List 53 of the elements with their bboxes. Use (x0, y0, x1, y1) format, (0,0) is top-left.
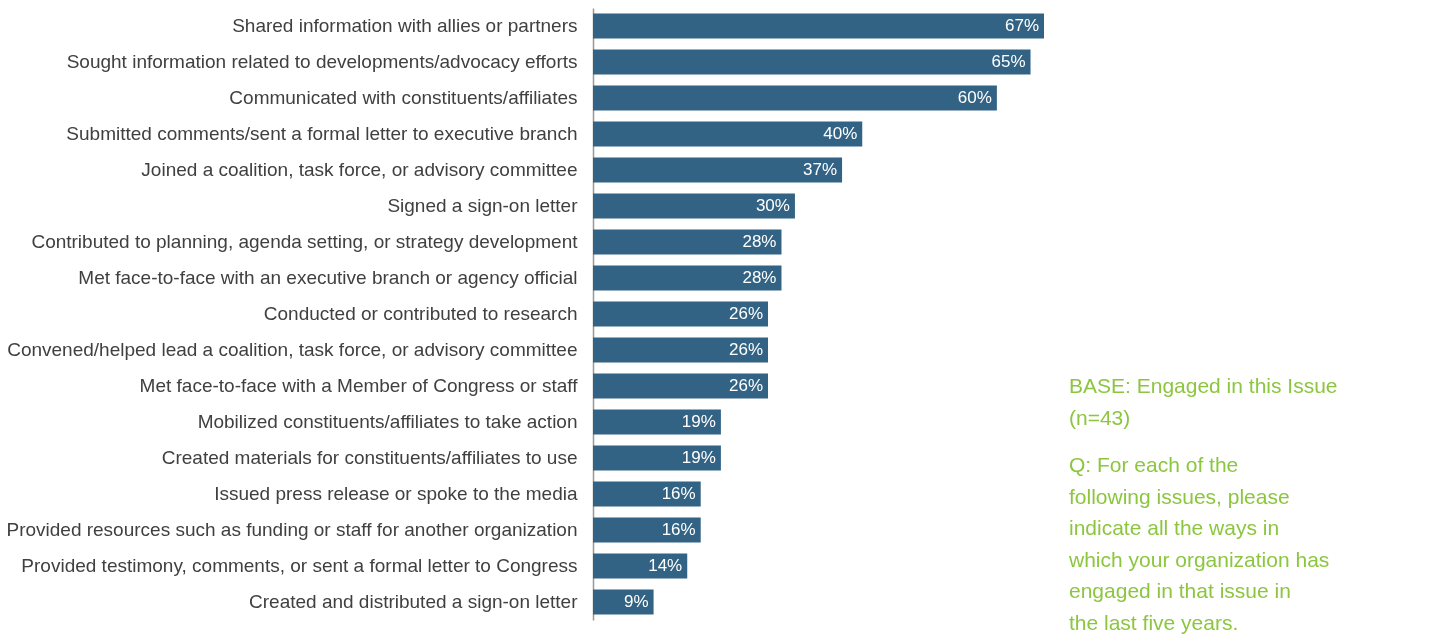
data-label: 16% (661, 484, 696, 503)
data-label: 40% (823, 124, 858, 143)
y-tick-label: Met face-to-face with a Member of Congress or staff (139, 375, 579, 396)
y-tick-label: Signed a sign-on letter (387, 195, 579, 216)
data-label: 26% (728, 304, 764, 323)
bar (593, 229, 782, 255)
y-tick-label: Provided testimony, comments, or sent a formal letter to Congress (21, 555, 578, 576)
bar (593, 121, 863, 147)
bar (593, 481, 701, 507)
data-label: 60% (957, 88, 992, 107)
y-tick-label: Joined a coalition, task force, or advisory committee (141, 159, 578, 180)
y-tick-label: Sought information related to developments/advocacy efforts (66, 51, 578, 72)
data-label: 65% (991, 52, 1026, 71)
data-label: 26% (728, 376, 764, 395)
y-tick-label: Submitted comments/sent a formal letter to executive branch (66, 123, 578, 144)
data-label: 26% (728, 340, 764, 359)
bar (593, 193, 795, 219)
data-label: 67% (1004, 16, 1039, 35)
data-label: 28% (742, 268, 777, 287)
bar (593, 49, 1031, 75)
data-label: 19% (681, 412, 716, 431)
bar (593, 265, 782, 291)
bar (593, 13, 1044, 39)
data-label: 14% (648, 556, 683, 575)
bar (593, 85, 997, 111)
y-tick-label: Created and distributed a sign-on letter (249, 591, 579, 612)
bar (593, 517, 701, 543)
bar (593, 157, 843, 183)
y-tick-label: Communicated with constituents/affiliates (229, 87, 578, 108)
y-tick-label: Created materials for constituents/affiliates to use (161, 447, 578, 468)
text: BASE: Engaged in this Issue (n=43) (1069, 374, 1338, 429)
y-tick-label: Issued press release or spoke to the media (214, 483, 578, 504)
bar (593, 445, 721, 471)
bar (593, 589, 654, 615)
bar (593, 553, 688, 579)
y-tick-label: Shared information with allies or partners (232, 15, 578, 36)
data-label: 9% (624, 592, 649, 611)
data-label: 28% (742, 232, 777, 251)
y-tick-label: Provided resources such as funding or staff for another organization (6, 519, 578, 540)
y-tick-label: Conducted or contributed to research (263, 303, 578, 324)
bar (593, 409, 721, 435)
y-tick-label: Mobilized constituents/affiliates to take action (197, 411, 578, 432)
y-tick-label: Convened/helped lead a coalition, task force, or advisory committee (7, 339, 578, 360)
y-tick-label: Met face-to-face with an executive branch or agency official (78, 267, 578, 288)
data-label: 30% (755, 196, 790, 215)
y-tick-label: Contributed to planning, agenda setting, or strategy development (31, 231, 579, 252)
data-label: 19% (681, 448, 716, 467)
data-label: 16% (661, 520, 696, 539)
bar (593, 337, 769, 363)
bar (593, 373, 769, 399)
bar (593, 301, 769, 327)
text: Q: For each of the following issues, please indicate all the ways in which your organization has engaged in that issue in the last five years. (1068, 453, 1330, 634)
data-label: 37% (803, 160, 838, 179)
